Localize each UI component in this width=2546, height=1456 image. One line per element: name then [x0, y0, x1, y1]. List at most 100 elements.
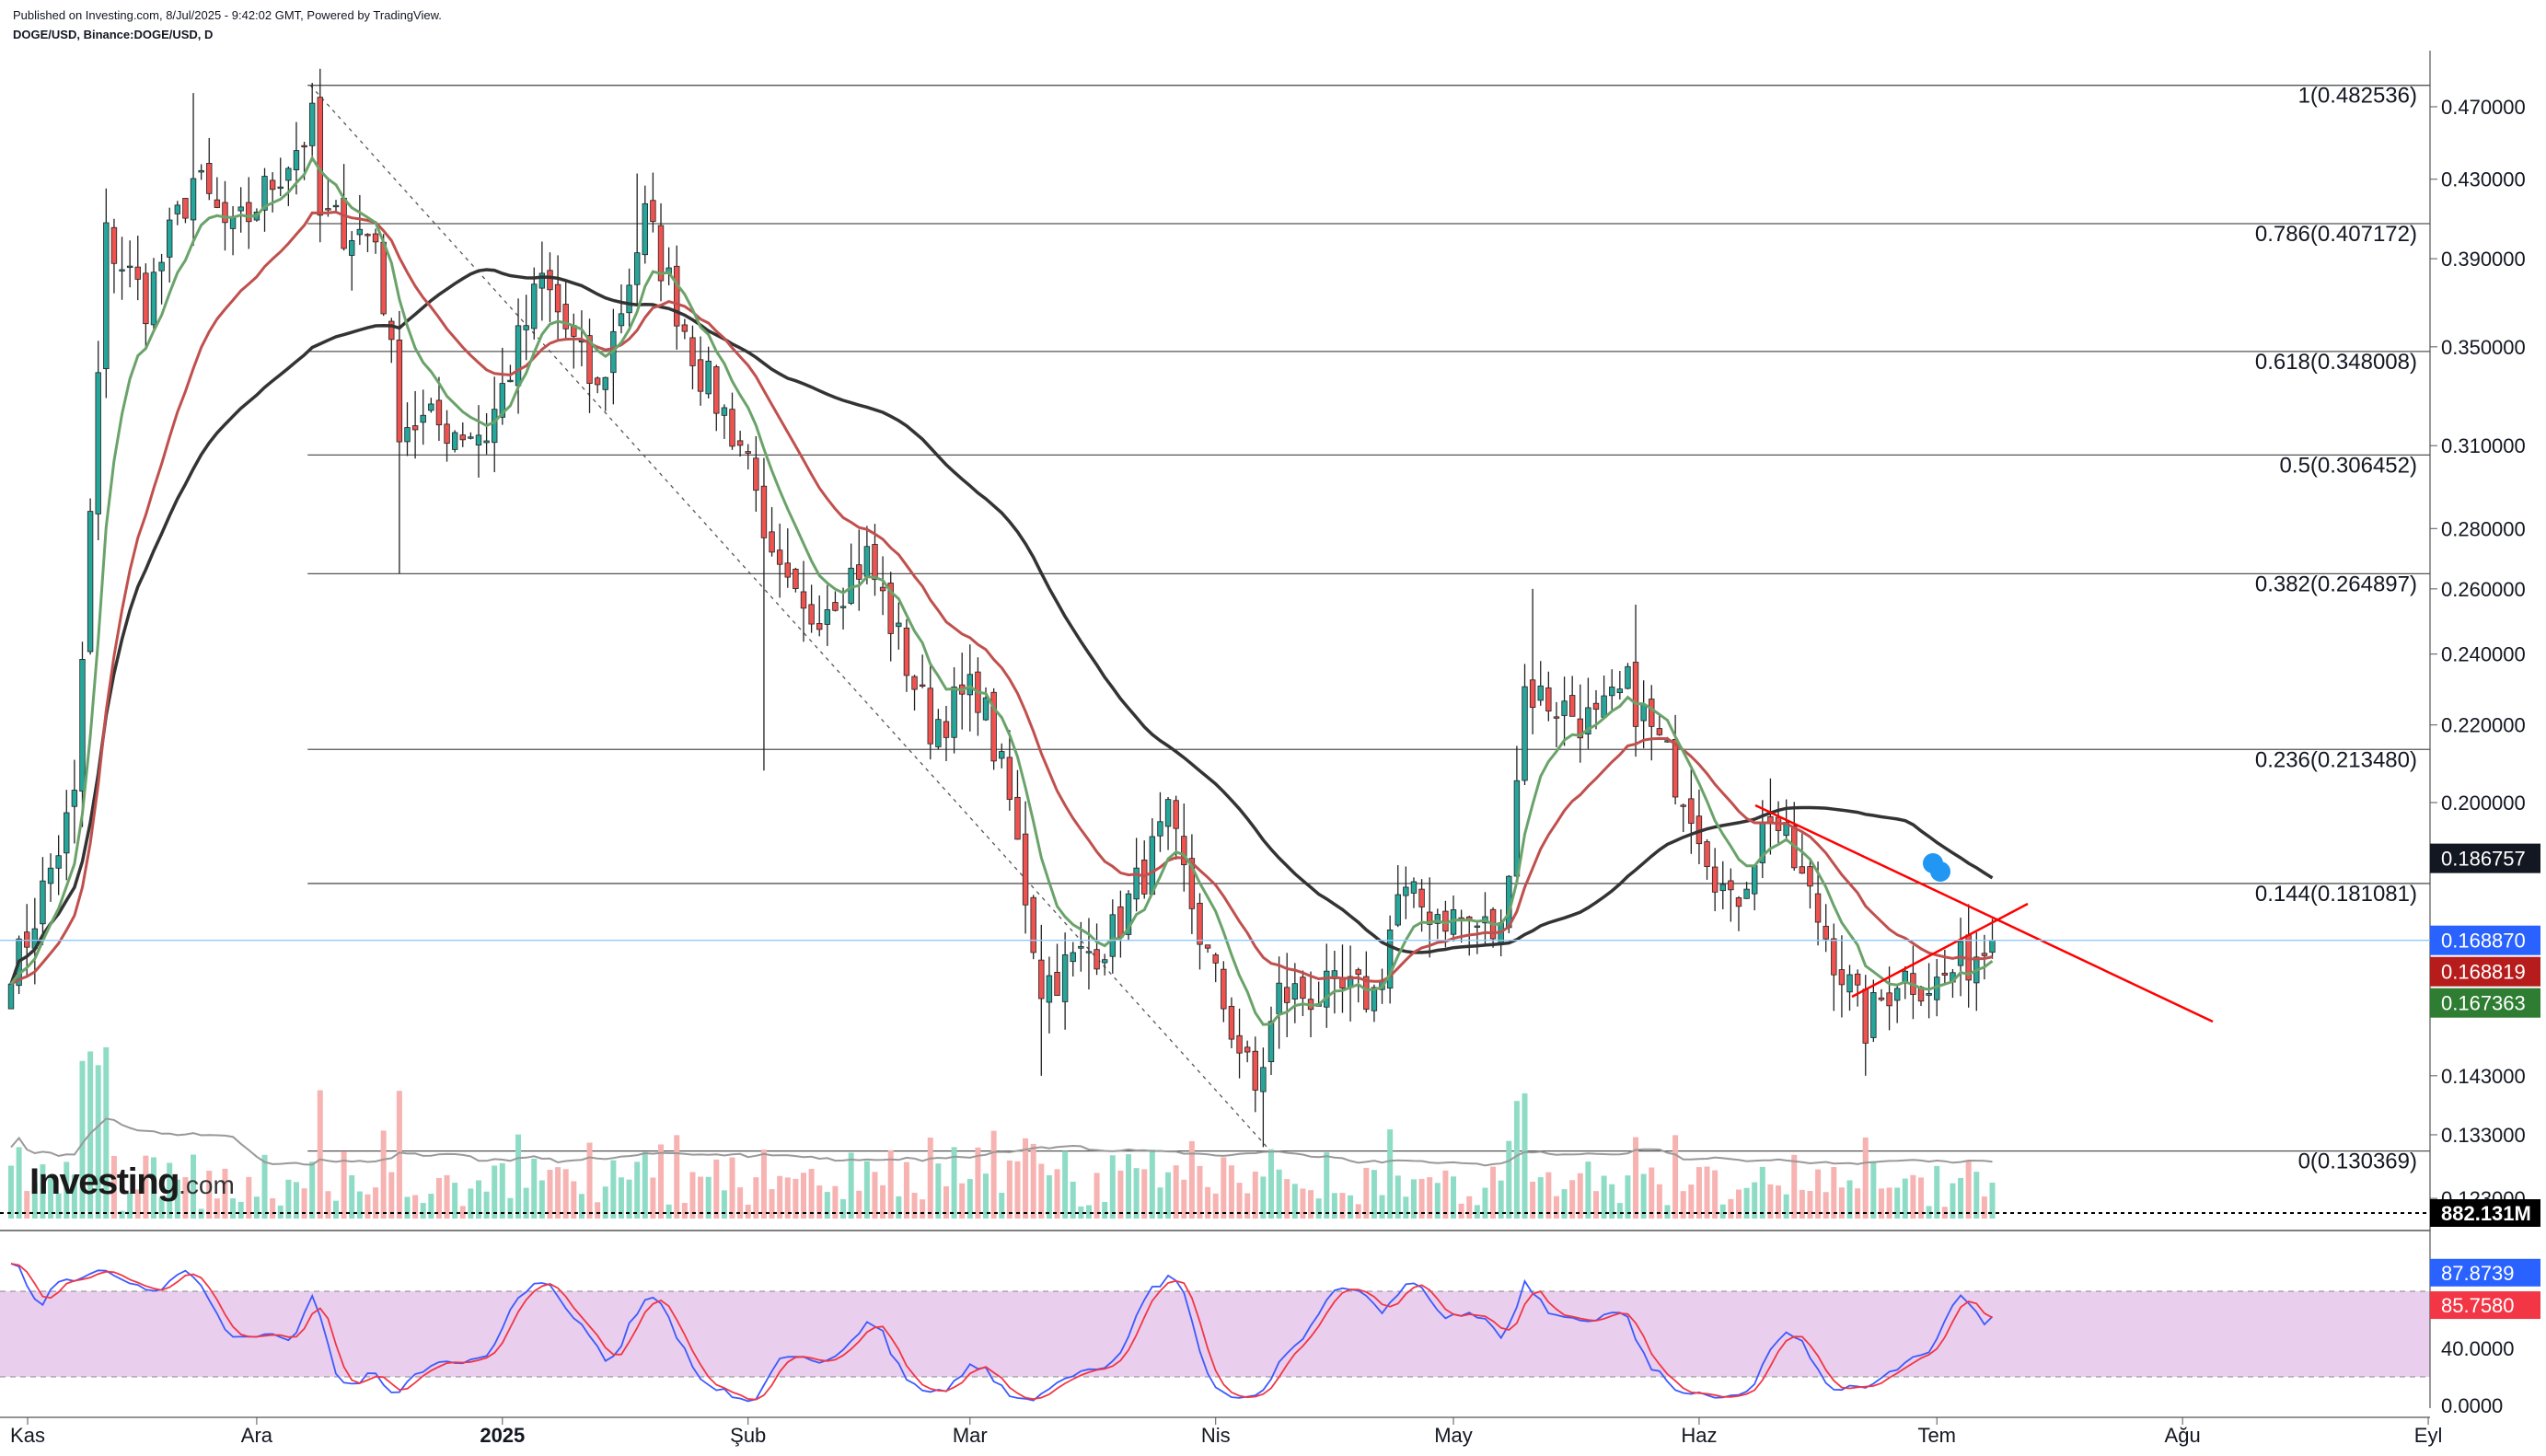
price-tick-label-10: 0.220000	[2441, 714, 2526, 737]
candle-body	[1291, 983, 1299, 1000]
candle-124	[990, 688, 997, 770]
candle-body	[396, 340, 403, 443]
time-label-0: Kas	[10, 1424, 45, 1447]
volume-bar-75	[602, 1186, 608, 1219]
candle-132	[1054, 943, 1060, 997]
candle-body	[547, 270, 553, 291]
candle-body	[158, 261, 165, 272]
volume-bar-26	[214, 1198, 220, 1219]
candle-250	[1989, 919, 1996, 959]
candle-body	[1221, 968, 1227, 1010]
candle-212	[1688, 767, 1695, 854]
volume-bar-215	[1712, 1170, 1719, 1219]
candle-body	[1704, 841, 1710, 867]
price-badge-label-0: 0.186757	[2441, 848, 2526, 871]
volume-bar-68	[547, 1170, 553, 1219]
volume-bar-74	[595, 1202, 601, 1219]
volume-bar-96	[769, 1189, 775, 1219]
candle-body	[475, 434, 482, 446]
candle-136	[1085, 918, 1093, 990]
volume-bar-0	[8, 1165, 14, 1219]
candle-body	[935, 719, 942, 747]
volume-bar-127	[1014, 1161, 1021, 1219]
candle-143	[1141, 840, 1148, 899]
volume-bar-171	[1363, 1167, 1370, 1219]
volume-bar-180	[1434, 1183, 1441, 1219]
candle-body	[1838, 969, 1846, 986]
candle-body	[134, 266, 141, 280]
candle-body	[1078, 945, 1084, 949]
volume-bar-209	[1664, 1205, 1671, 1219]
candle-229	[1823, 904, 1829, 953]
candle-30	[246, 177, 252, 249]
volume-bar-141	[1126, 1154, 1132, 1219]
candle-body	[110, 226, 118, 264]
volume-bar-56	[452, 1183, 458, 1219]
candle-body	[1474, 925, 1481, 928]
volume-bar-139	[1109, 1155, 1116, 1219]
volume-bar-172	[1371, 1170, 1377, 1219]
candle-body	[1022, 833, 1029, 906]
candle-159	[1267, 1006, 1275, 1076]
volume-bar-250	[1989, 1182, 1996, 1219]
stoch-k-line	[10, 1263, 1994, 1403]
candle-16	[134, 236, 141, 301]
volume-bar-14	[119, 1210, 125, 1219]
candle-body	[800, 591, 807, 609]
candle-body	[1085, 951, 1093, 953]
volume-bar-125	[999, 1192, 1005, 1219]
volume-bar-33	[270, 1197, 276, 1219]
volume-bar-79	[634, 1161, 641, 1219]
volume-bar-30	[246, 1176, 252, 1219]
volume-bar-222	[1767, 1184, 1774, 1219]
volume-bar-158	[1260, 1176, 1267, 1219]
candle-body	[332, 204, 340, 208]
fib-label-0: 1(0.482536)	[2298, 84, 2417, 109]
candle-138	[1101, 953, 1108, 976]
candle-body	[1300, 976, 1306, 1000]
volume-bar-13	[110, 1156, 117, 1219]
candle-128	[1022, 801, 1029, 934]
candle-182	[1450, 896, 1457, 942]
candle-146	[1164, 796, 1172, 850]
price-tick-label-13: 0.133000	[2441, 1124, 2526, 1147]
candle-body	[784, 562, 791, 578]
candle-body	[1331, 970, 1338, 979]
candle-body	[808, 604, 815, 625]
candle-body	[1649, 699, 1655, 727]
candle-56	[451, 430, 458, 453]
candle-192	[1529, 588, 1536, 734]
candle-body	[943, 721, 950, 738]
volume-bar-54	[435, 1177, 442, 1219]
volume-bar-108	[863, 1161, 870, 1219]
candle-body	[1101, 959, 1108, 964]
candle-152	[1212, 953, 1219, 983]
candle-body	[1862, 988, 1869, 1044]
candle-204	[1625, 663, 1631, 690]
candle-body	[1188, 858, 1196, 909]
candle-222	[1767, 778, 1774, 855]
volume-bar-163	[1300, 1188, 1306, 1219]
candle-8	[71, 759, 78, 844]
volume-bar-131	[1046, 1174, 1052, 1219]
candle-96	[769, 507, 775, 557]
candle-110	[879, 556, 886, 616]
candle-body	[1371, 987, 1378, 1011]
volume-bar-174	[1387, 1129, 1394, 1219]
volume-bar-91	[729, 1157, 735, 1219]
candle-body	[1989, 940, 1996, 953]
candle-body	[531, 283, 538, 329]
volume-bar-88	[705, 1176, 712, 1219]
candle-body	[657, 225, 665, 282]
candle-body	[863, 546, 871, 577]
volume-bar-83	[665, 1204, 672, 1219]
candle-body	[301, 144, 307, 148]
time-label-2: 2025	[480, 1424, 525, 1447]
volume-bar-99	[793, 1178, 799, 1219]
volume-bar-120	[959, 1183, 966, 1219]
resistance-trend-line	[1754, 803, 2214, 1023]
candle-145	[1157, 792, 1163, 852]
volume-bar-10	[87, 1051, 94, 1219]
price-badge-label-3: 0.167363	[2441, 992, 2526, 1015]
drawings	[1754, 803, 2214, 1023]
